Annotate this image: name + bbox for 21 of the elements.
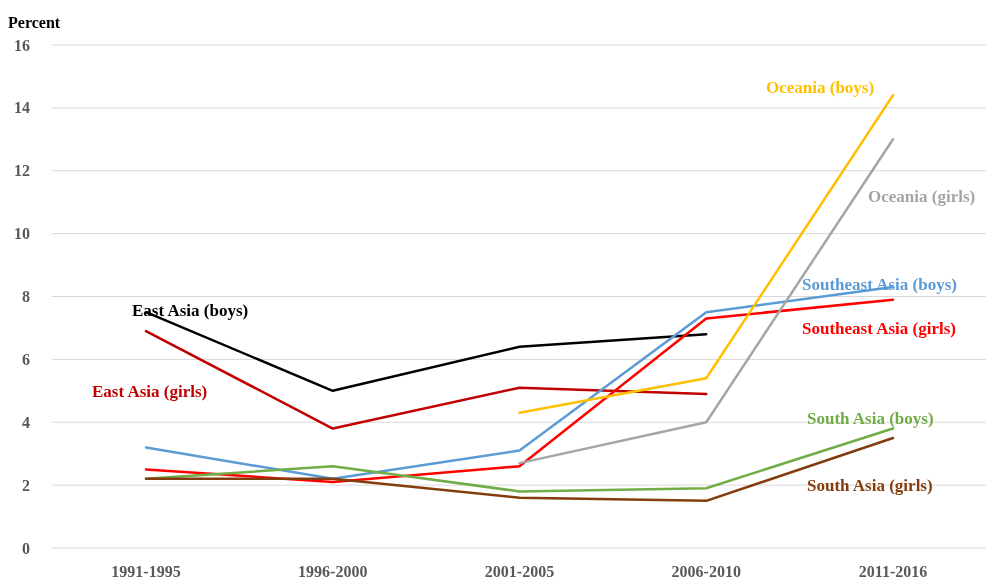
y-tick-label: 10 [14, 225, 30, 243]
series-label: Oceania (boys) [766, 78, 875, 97]
y-axis-title: Percent [8, 14, 61, 31]
x-tick-label: 1991-1995 [111, 563, 181, 580]
y-tick-label: 6 [22, 350, 30, 368]
x-tick-label: 2006-2010 [671, 563, 741, 580]
x-tick-label: 2001-2005 [484, 563, 555, 580]
series-label: South Asia (boys) [807, 409, 934, 428]
x-tick-label: 1996-2000 [298, 563, 368, 580]
y-tick-label: 4 [22, 413, 30, 431]
y-tick-label: 8 [22, 288, 30, 306]
series-label: East Asia (girls) [92, 382, 208, 401]
y-tick-label: 14 [14, 99, 30, 117]
y-tick-label: 16 [14, 36, 30, 54]
series-label: Oceania (girls) [868, 187, 976, 206]
series-label: South Asia (girls) [807, 476, 933, 495]
y-tick-label: 0 [22, 539, 30, 557]
y-tick-label: 12 [14, 162, 30, 180]
x-tick-label: 2011-2016 [858, 563, 928, 580]
y-tick-label: 2 [22, 476, 30, 494]
series-label: Southeast Asia (girls) [802, 319, 956, 338]
